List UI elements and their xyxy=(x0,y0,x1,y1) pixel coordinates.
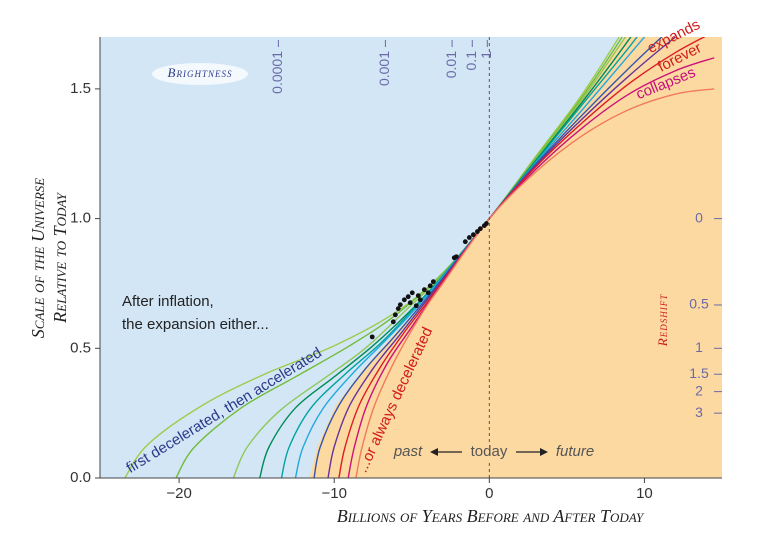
supernova-point xyxy=(417,297,423,303)
expansion-curve xyxy=(313,37,663,478)
redshift-tick-label: 3 xyxy=(695,404,703,420)
annotation: today xyxy=(471,443,508,460)
annotation: After inflation, xyxy=(122,293,214,310)
y-tick-label: 1.5 xyxy=(70,80,91,97)
curves xyxy=(124,37,715,478)
expansion-curve xyxy=(124,37,620,478)
annotation: future xyxy=(556,443,594,460)
supernova-point xyxy=(397,302,403,308)
brightness-tick-label: 0.01 xyxy=(443,51,459,78)
supernova-point xyxy=(430,279,436,285)
supernova-point xyxy=(392,312,398,318)
expansion-curve xyxy=(280,37,638,478)
today-backdrop xyxy=(468,443,510,461)
supernova-point xyxy=(395,306,401,312)
brightness-title: Brightness xyxy=(168,65,233,80)
supernova-point xyxy=(405,294,411,300)
decelerating-region xyxy=(309,37,722,478)
y-axis-label: Relative to Today xyxy=(50,191,70,323)
redshift-tick-label: 2 xyxy=(695,382,703,398)
brightness-glow xyxy=(152,63,248,85)
y-tick-label: 0.5 xyxy=(70,339,91,356)
arrow-head xyxy=(430,448,438,456)
supernova-point xyxy=(483,221,489,226)
expansion-curve xyxy=(294,37,646,478)
y-tick-label: 0.0 xyxy=(70,469,91,486)
brightness-tick-label: 0.001 xyxy=(376,51,392,86)
brightness-tick-label: 0.1 xyxy=(463,51,479,71)
supernova-point xyxy=(415,293,421,299)
supernova-point xyxy=(425,290,431,296)
supernova-point xyxy=(409,290,415,296)
expansion-curve xyxy=(338,37,706,478)
expansion-curve xyxy=(355,88,715,478)
supernova-point xyxy=(470,232,476,238)
x-axis-label: Billions of Years Before and After Today xyxy=(337,506,645,526)
redshift-tick-label: 0.5 xyxy=(689,296,709,312)
supernova-point xyxy=(427,283,433,289)
brightness-tick-label: 0.0001 xyxy=(269,51,285,94)
annotation: past xyxy=(393,443,423,460)
y-tick-label: 1.0 xyxy=(70,210,91,227)
plot-background xyxy=(100,37,722,478)
supernova-point xyxy=(453,254,459,260)
expansion-curve xyxy=(232,37,627,478)
redshift-tick-label: 1 xyxy=(695,339,703,355)
expansion-curve xyxy=(327,37,677,478)
axes: −20 −10 0 100.00.51.01.5 0.0001 0.001 0.01 0.1 1… xyxy=(70,37,722,502)
brightness-tick-label: 1 xyxy=(478,51,494,59)
redshift-tick-label: 1.5 xyxy=(689,365,709,381)
supernova-point xyxy=(474,229,480,234)
supernova-point xyxy=(390,319,396,325)
supernova-point xyxy=(462,239,468,245)
expansion-curve xyxy=(347,57,715,478)
supernova-point xyxy=(407,300,413,306)
supernova-point xyxy=(401,297,407,303)
y-axis-label: Scale of the Universe xyxy=(28,178,48,338)
x-tick-label: 0 xyxy=(485,485,493,502)
supernova-point xyxy=(466,235,472,240)
arrow-head xyxy=(540,448,548,456)
supernova-point xyxy=(369,334,375,340)
supernova-point xyxy=(421,287,427,293)
redshift-title: Redshift xyxy=(655,294,670,347)
x-tick-label: 10 xyxy=(636,485,653,502)
expansion-curve xyxy=(175,37,623,478)
redshift-tick-label: 0 xyxy=(695,209,703,225)
x-tick-label: −10 xyxy=(321,485,346,502)
annotation: the expansion either... xyxy=(122,316,269,333)
supernova-point xyxy=(413,303,419,309)
x-tick-label: −20 xyxy=(166,485,191,502)
supernova-point xyxy=(477,226,483,232)
